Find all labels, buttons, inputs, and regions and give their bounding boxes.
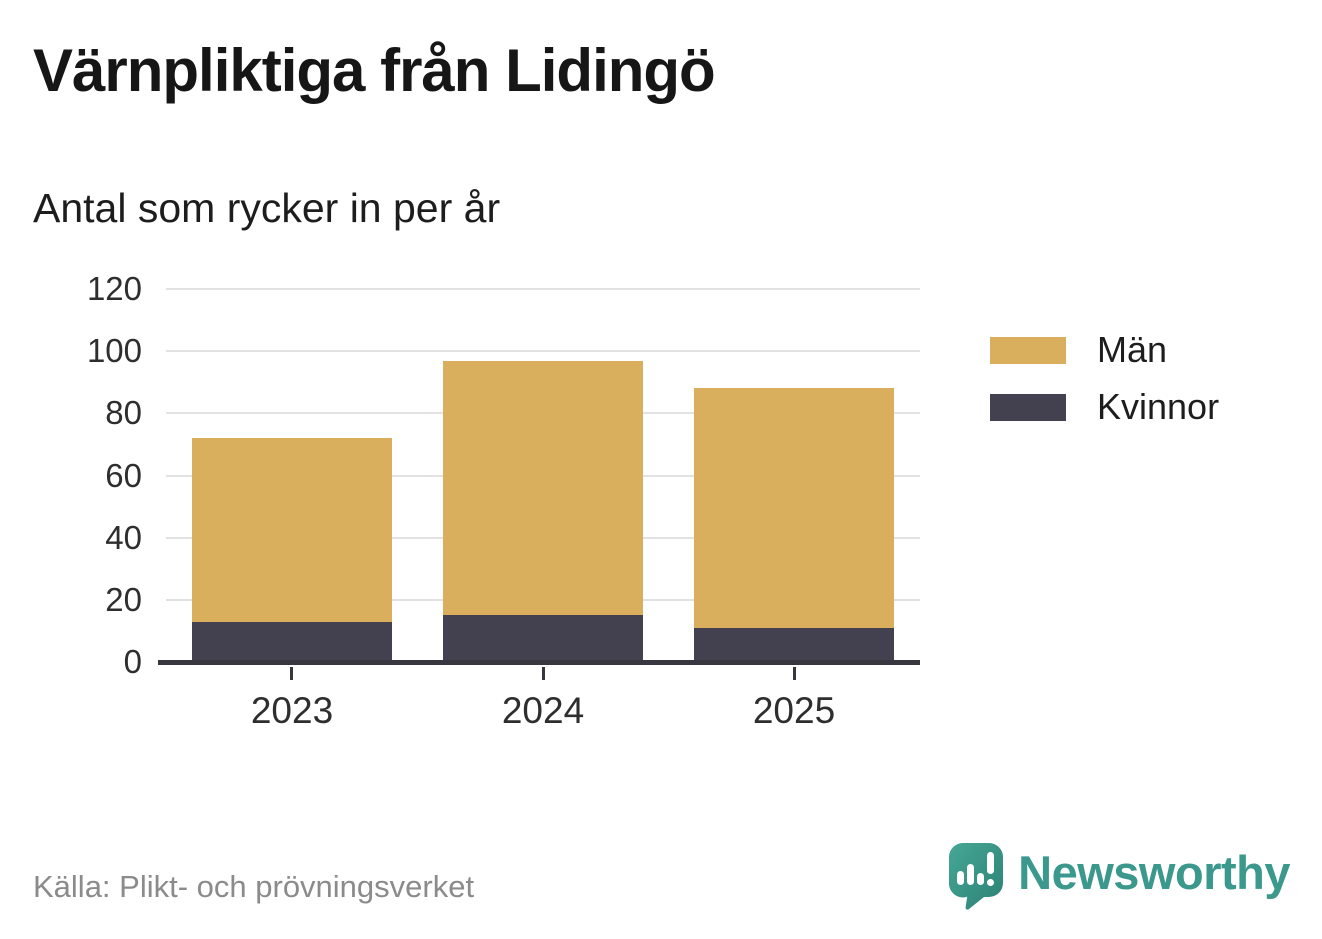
x-tick-label: 2024 — [501, 690, 585, 731]
y-tick-label: 0 — [123, 643, 142, 680]
x-tick — [793, 667, 796, 680]
bar-segment-män — [443, 360, 643, 616]
legend-label: Kvinnor — [1097, 386, 1220, 427]
y-tick-label: 40 — [105, 518, 142, 556]
chart-subtitle: Antal som rycker in per år — [33, 185, 501, 231]
bar-segment-kvinnor — [443, 615, 643, 662]
legend-swatch — [990, 336, 1066, 364]
bar-segment-män — [694, 388, 894, 628]
legend-label: Män — [1097, 329, 1168, 370]
x-tick-label: 2023 — [250, 690, 334, 731]
x-tick — [290, 667, 293, 680]
y-tick-label: 80 — [105, 394, 142, 432]
source-note: Källa: Plikt- och prövningsverket — [33, 869, 475, 904]
bar-segment-kvinnor — [694, 627, 894, 662]
y-gridline — [166, 288, 920, 290]
legend-swatch — [990, 393, 1066, 421]
x-tick-label: 2025 — [752, 690, 836, 731]
bar-chart-speech-bubble-icon — [949, 843, 1004, 910]
y-tick-label: 120 — [86, 270, 142, 307]
branding: Newsworthy — [948, 842, 1290, 910]
bar-segment-män — [192, 438, 392, 622]
plot-area — [166, 288, 920, 662]
y-gridline — [166, 350, 920, 353]
y-tick-label: 100 — [86, 332, 142, 370]
x-tick — [542, 667, 545, 680]
bar-segment-kvinnor — [192, 621, 392, 662]
legend-item-män: Män — [990, 330, 1219, 370]
legend-item-kvinnor: Kvinnor — [990, 387, 1219, 427]
y-tick-label: 60 — [105, 456, 142, 494]
chart-title: Värnpliktiga från Lidingö — [33, 37, 716, 104]
legend: Män Kvinnor — [990, 330, 1219, 444]
stacked-bar-2023 — [192, 289, 392, 662]
y-axis: 0 20 40 60 80 100 120 — [0, 270, 142, 680]
stacked-bar-2025 — [694, 289, 894, 662]
stacked-bar-2024 — [443, 289, 643, 662]
x-axis-line — [158, 660, 920, 665]
newsworthy-wordmark: Newsworthy — [1018, 846, 1290, 899]
y-tick-label: 20 — [105, 580, 142, 618]
